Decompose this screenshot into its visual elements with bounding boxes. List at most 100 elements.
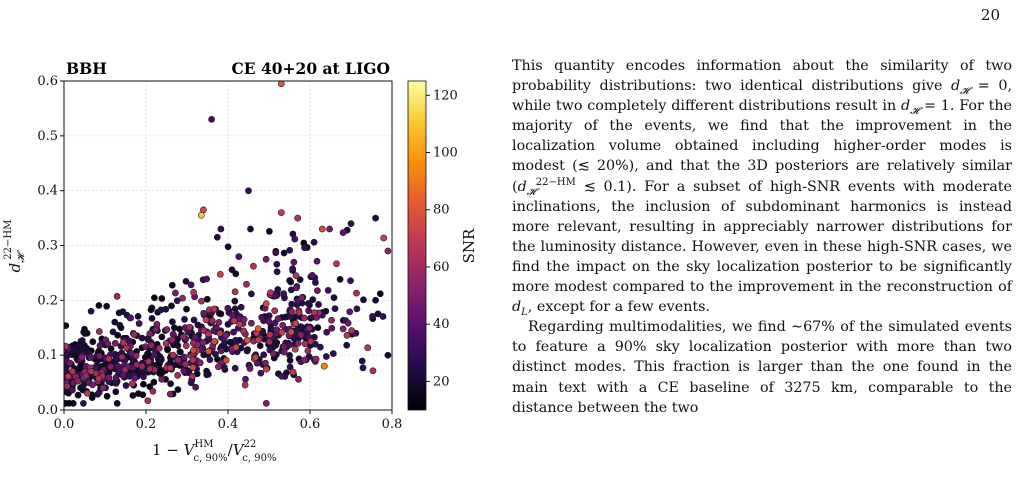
scatter-point bbox=[138, 363, 146, 370]
y-axis-label: d𝓗22−HM bbox=[3, 220, 27, 273]
scatter-point bbox=[140, 373, 147, 381]
scatter-point bbox=[189, 356, 197, 364]
scatter-point bbox=[331, 305, 339, 312]
scatter-point bbox=[190, 316, 198, 324]
scatter-point bbox=[297, 331, 305, 339]
scatter-point bbox=[364, 344, 372, 352]
scatter-point bbox=[318, 225, 326, 233]
scatter-point bbox=[222, 356, 230, 364]
scatter-point bbox=[315, 301, 322, 308]
scatter-point bbox=[113, 293, 121, 300]
scatter-point bbox=[189, 339, 197, 347]
scatter-point bbox=[105, 355, 113, 363]
scatter-point bbox=[305, 307, 312, 315]
scatter-point bbox=[146, 330, 154, 337]
scatter-point bbox=[153, 320, 161, 328]
scatter-point bbox=[297, 323, 305, 330]
scatter-point bbox=[271, 307, 279, 315]
scatter-point bbox=[304, 347, 312, 355]
scatter-point bbox=[292, 320, 300, 327]
scatter-point bbox=[294, 340, 302, 347]
scatter-point bbox=[118, 353, 126, 361]
scatter-point bbox=[320, 362, 328, 370]
scatter-point bbox=[111, 318, 119, 326]
scatter-point bbox=[215, 319, 223, 326]
scatter-point bbox=[359, 364, 367, 372]
scatter-point bbox=[113, 355, 120, 363]
scatter-point bbox=[151, 351, 158, 359]
scatter-point bbox=[336, 276, 344, 283]
x-tick-label: 0.8 bbox=[382, 417, 403, 432]
scatter-point bbox=[89, 381, 96, 389]
scatter-point bbox=[183, 305, 190, 313]
colorbar-tick-label: 20 bbox=[433, 374, 450, 389]
scatter-point bbox=[380, 234, 388, 242]
x-axis-label: 1 − VHM c, 90%/V22 c, 90% bbox=[152, 439, 276, 464]
scatter-point bbox=[167, 380, 174, 388]
scatter-point bbox=[217, 347, 225, 355]
scatter-point bbox=[313, 257, 321, 265]
scatter-point bbox=[328, 324, 336, 332]
scatter-point bbox=[280, 348, 288, 356]
scatter-point bbox=[266, 228, 273, 235]
scatter-point bbox=[286, 352, 293, 359]
scatter-point bbox=[192, 383, 199, 391]
scatter-point bbox=[205, 330, 212, 338]
scatter-point bbox=[87, 354, 94, 361]
scatter-point bbox=[224, 304, 232, 312]
scatter-point bbox=[142, 343, 149, 350]
y-tick-label: 0.3 bbox=[37, 239, 58, 254]
svg-text:d𝓗22−HM: d𝓗22−HM bbox=[3, 220, 27, 273]
scatter-point bbox=[96, 352, 103, 360]
colorbar-tick-label: 60 bbox=[433, 260, 450, 275]
scatter-point bbox=[103, 392, 111, 400]
scatter-point bbox=[168, 302, 175, 310]
scatter-point bbox=[300, 314, 308, 322]
scatter-point bbox=[273, 260, 281, 268]
scatter-point bbox=[208, 317, 216, 325]
scatter-point bbox=[255, 336, 262, 344]
scatter-point bbox=[339, 229, 347, 236]
paragraph-1: This quantity encodes information about … bbox=[512, 58, 1012, 318]
scatter-point bbox=[112, 374, 120, 382]
scatter-point bbox=[197, 211, 205, 219]
scatter-point bbox=[376, 290, 384, 298]
scatter-point bbox=[169, 351, 177, 359]
scatter-point bbox=[257, 369, 265, 377]
scatter-point bbox=[203, 275, 210, 283]
scatter-point bbox=[217, 225, 225, 233]
scatter-point bbox=[190, 289, 197, 296]
scatter-point bbox=[127, 314, 135, 322]
scatter-point bbox=[343, 332, 351, 339]
scatter-point bbox=[287, 278, 295, 286]
scatter-point bbox=[74, 377, 82, 385]
scatter-point bbox=[236, 320, 244, 328]
scatter-point bbox=[186, 323, 193, 331]
scatter-point bbox=[77, 362, 84, 370]
scatter-point bbox=[157, 306, 165, 314]
scatter-point bbox=[231, 288, 239, 296]
colorbar-tick-label: 100 bbox=[433, 146, 458, 161]
scatter-point bbox=[280, 249, 288, 257]
scatter-point bbox=[353, 305, 361, 313]
scatter-point bbox=[112, 380, 120, 387]
scatter-point bbox=[324, 287, 332, 294]
scatter-point bbox=[80, 381, 87, 389]
scatter-point bbox=[348, 327, 355, 334]
scatter-chart-svg: BBH CE 40+20 at LIGO 0.0 0.2 0.4 0.6 0.80.00… bbox=[3, 59, 478, 464]
panel-title: CE 40+20 at LIGO bbox=[231, 59, 390, 78]
scatter-point bbox=[288, 308, 296, 316]
scatter-point bbox=[230, 328, 237, 336]
scatter-points bbox=[64, 81, 392, 407]
scatter-point bbox=[68, 386, 76, 394]
scatter-point bbox=[254, 325, 262, 333]
scatter-point bbox=[384, 247, 392, 255]
scatter-point bbox=[298, 294, 305, 302]
scatter-point bbox=[155, 344, 163, 352]
scatter-point bbox=[279, 321, 287, 329]
scatter-point bbox=[95, 302, 103, 309]
scatter-point bbox=[162, 340, 170, 347]
scatter-point bbox=[146, 365, 154, 373]
scatter-point bbox=[169, 330, 177, 338]
scatter-point bbox=[196, 359, 204, 367]
